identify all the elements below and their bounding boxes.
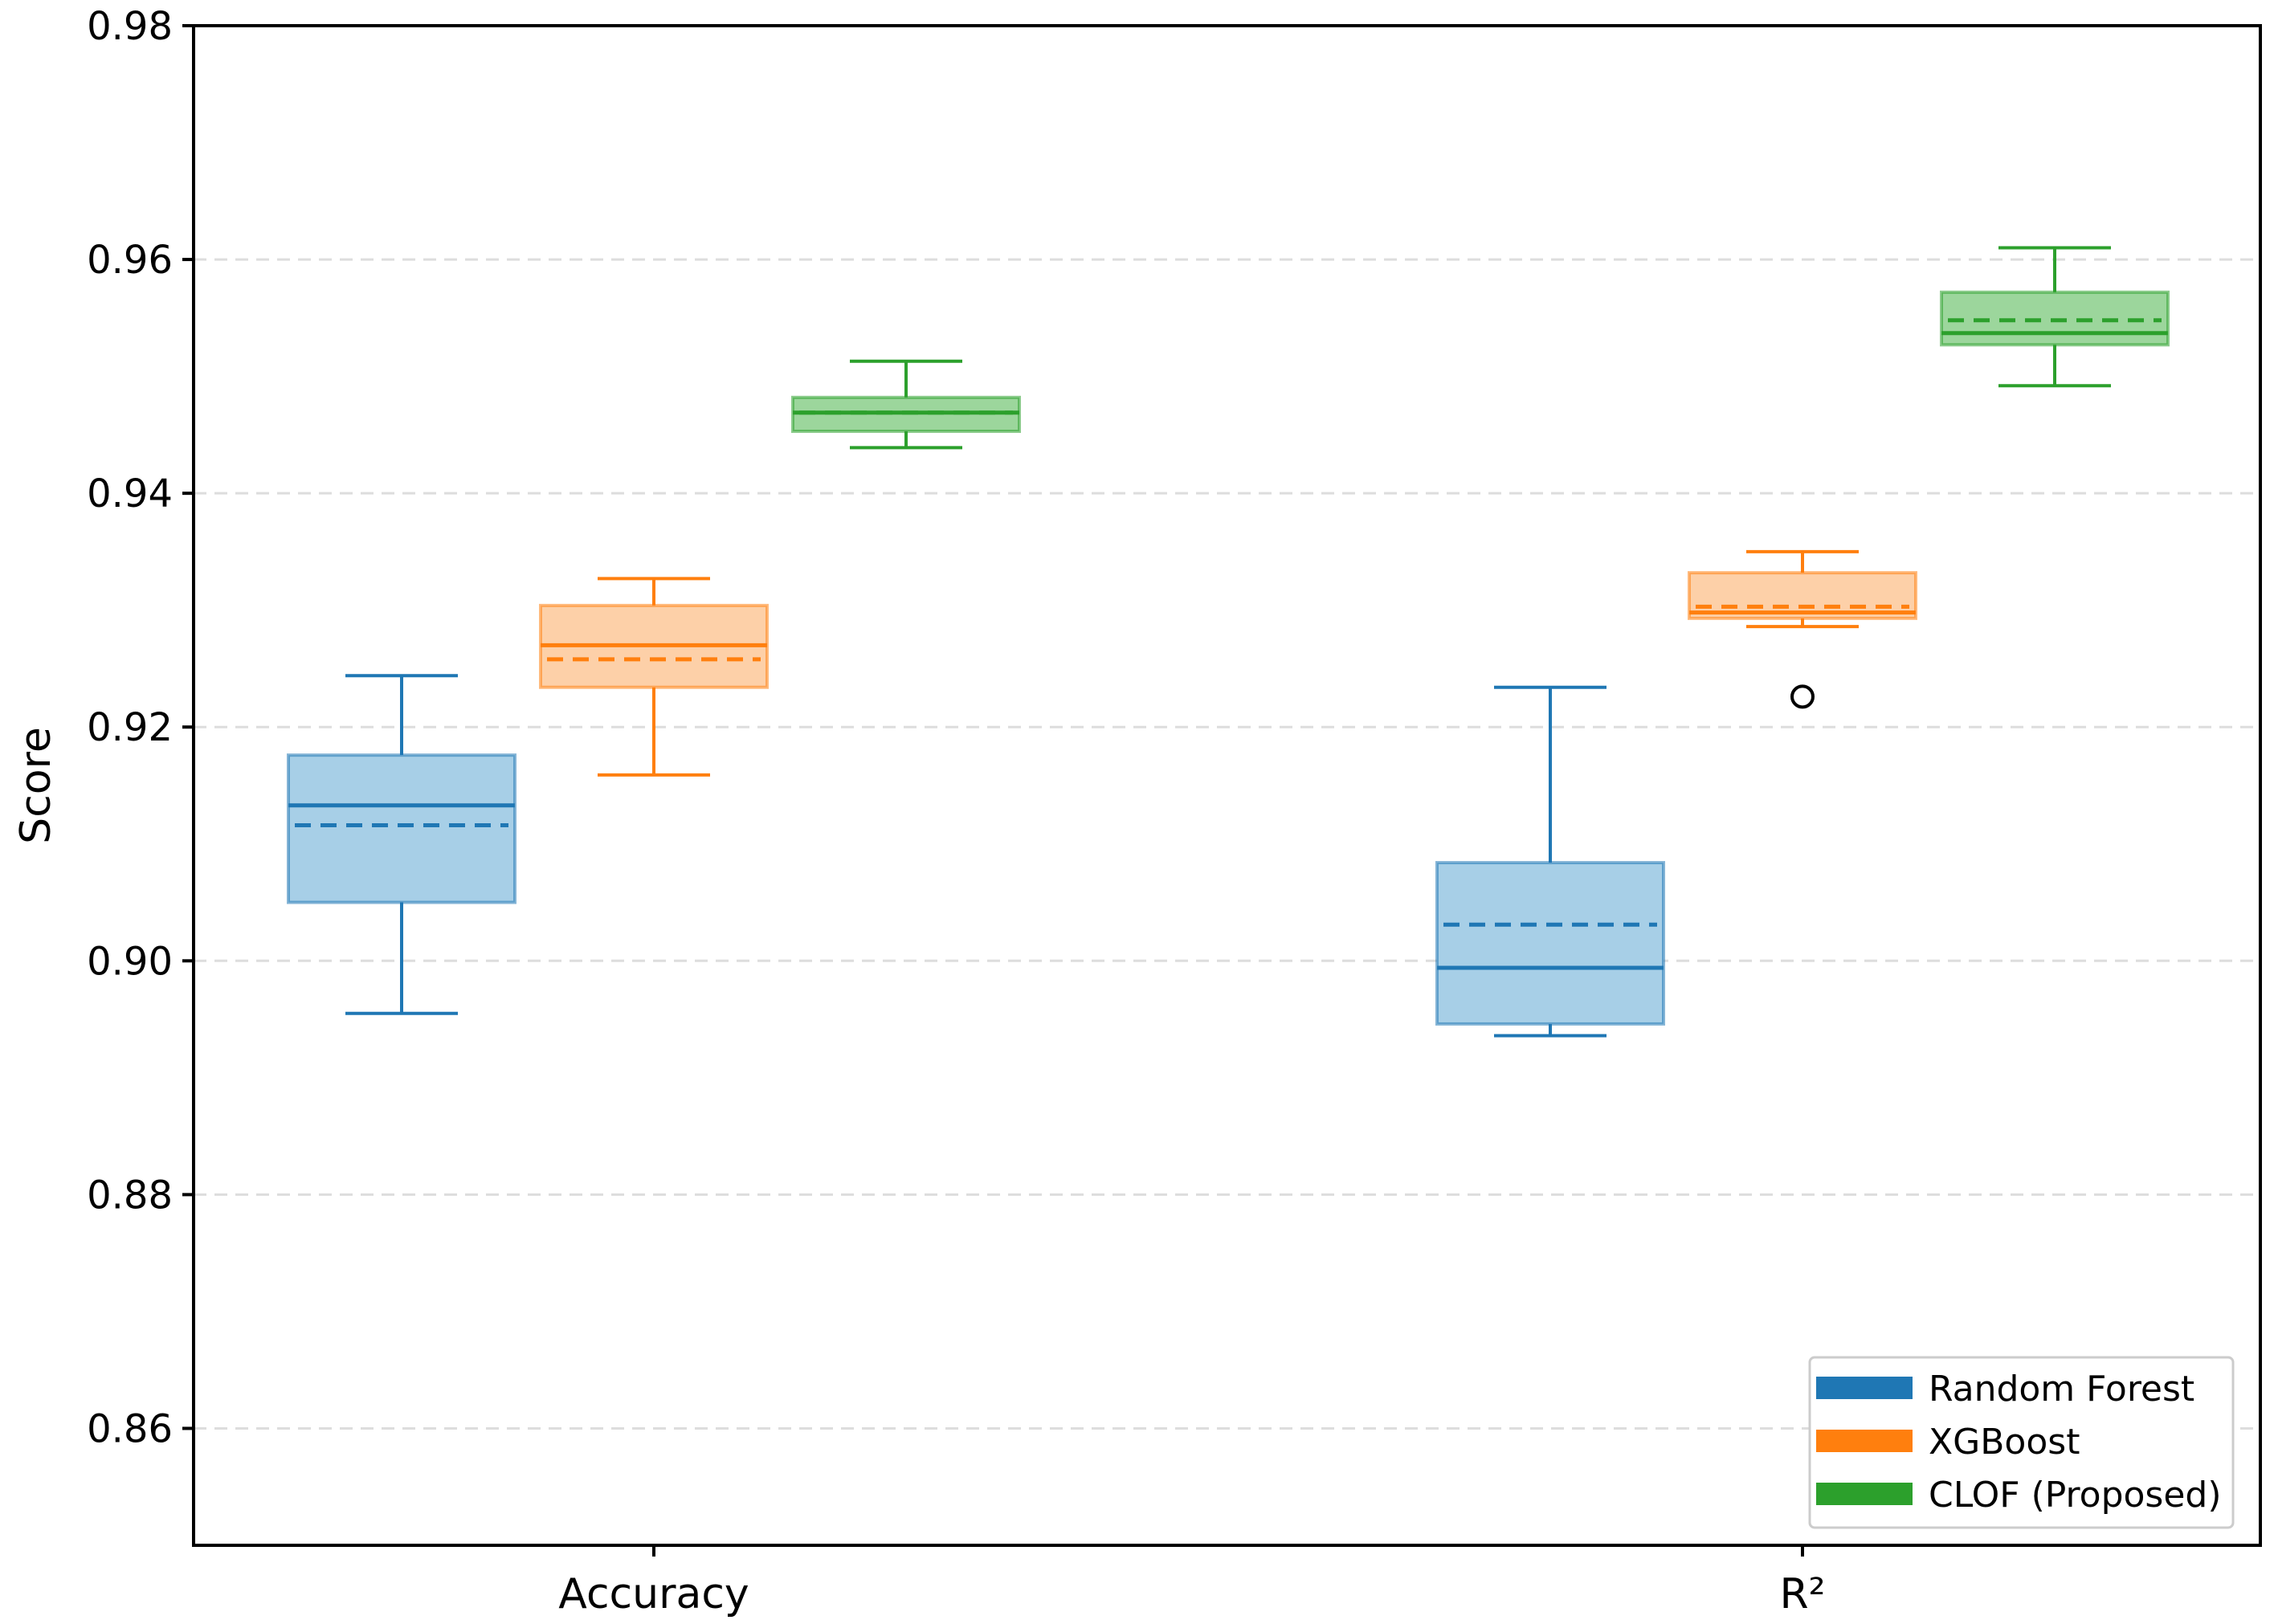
box-xgboost-1 (1688, 549, 1917, 709)
legend-box (1808, 1356, 2235, 1529)
legend: Random Forest XGBoost CLOF (Proposed) (1808, 1356, 2235, 1529)
box-random-forest-0 (287, 674, 516, 1015)
y-tick-label: 0.88 (87, 1173, 173, 1218)
y-tick-label: 0.94 (87, 471, 173, 516)
y-tick-label: 0.98 (87, 4, 173, 49)
y-tick-label: 0.86 (87, 1406, 173, 1451)
y-tick-label: 0.90 (87, 939, 173, 984)
box-xgboost-0 (539, 577, 769, 777)
x-tick-label-0: Accuracy (558, 1570, 749, 1618)
iqr-box (287, 753, 516, 904)
iqr-box (1435, 861, 1665, 1026)
axes: 0.86 0.88 0.90 0.92 0.94 0.96 0.98 Accuracy R² (87, 4, 1825, 1618)
x-tick-label-1: R² (1780, 1570, 1826, 1618)
legend-swatch (1816, 1483, 1913, 1505)
y-axis-title: Score (12, 727, 60, 844)
legend-label: CLOF (Proposed) (1929, 1475, 2222, 1516)
box-clof-proposed--1 (1940, 246, 2170, 388)
box-random-forest-1 (1435, 685, 1665, 1038)
legend-label: Random Forest (1929, 1369, 2194, 1410)
legend-swatch (1816, 1377, 1913, 1399)
y-tick-label: 0.92 (87, 705, 173, 750)
box-layer (287, 246, 2170, 1038)
legend-swatch (1816, 1430, 1913, 1452)
outlier-point (1790, 684, 1815, 709)
plot-area-frame (192, 24, 2262, 1547)
box-clof-proposed--0 (791, 359, 1021, 450)
legend-label: XGBoost (1929, 1422, 2080, 1463)
y-tick-label: 0.96 (87, 238, 173, 283)
